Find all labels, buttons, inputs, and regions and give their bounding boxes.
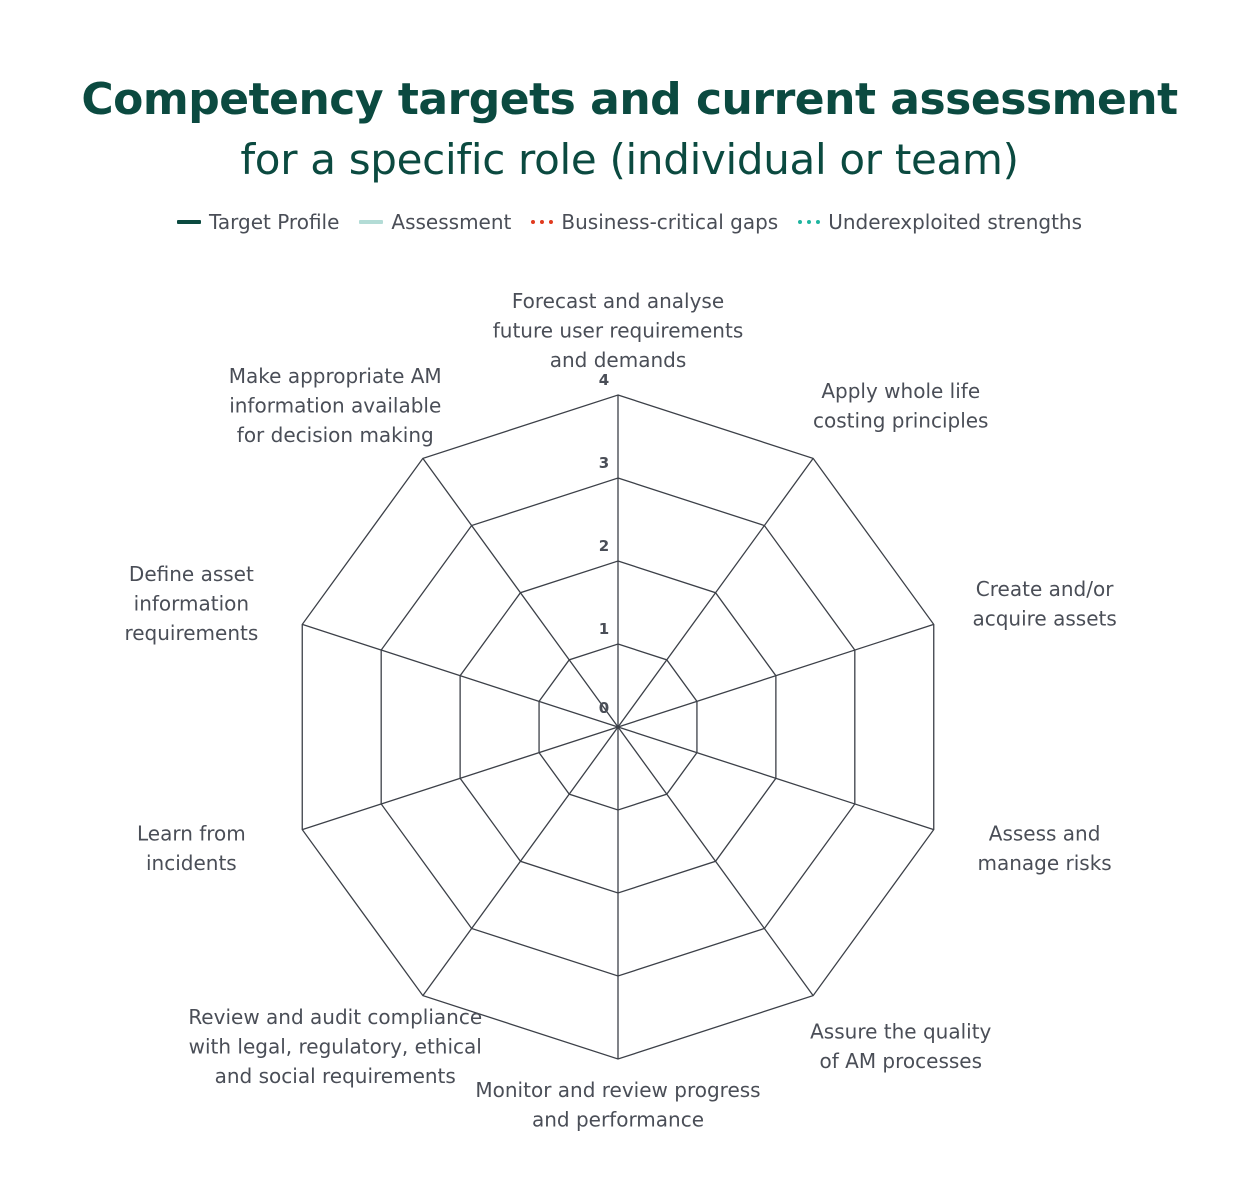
legend-label-assessment: Assessment (391, 210, 512, 234)
radar-spokes (302, 395, 934, 1059)
legend-item-assessment[interactable]: Assessment (359, 210, 511, 234)
axis-label-5-line-0: Monitor and review progress (475, 1078, 760, 1102)
axis-label-5-line-1: and performance (532, 1108, 704, 1132)
axis-label-7-line-1: incidents (146, 851, 237, 875)
axis-label-9-line-0: Make appropriate AM (229, 364, 442, 388)
axis-label-6-line-1: with legal, regulatory, ethical (189, 1034, 482, 1058)
axis-label-2-line-0: Create and/or (976, 577, 1114, 601)
axis-label-3-line-0: Assess and (989, 822, 1101, 846)
legend-label-underexploited-strengths: Underexploited strengths (828, 210, 1083, 234)
axis-label-3: Assess and manage risks (978, 822, 1112, 876)
legend-label-business-critical-gaps: Business-critical gaps (561, 210, 779, 234)
tick-label-1: 1 (599, 620, 609, 638)
axis-label-7: Learn from incidents (137, 822, 246, 876)
spoke-9 (422, 458, 619, 728)
spoke-6 (422, 726, 619, 996)
chart-legend: Target Profile Assessment Business-criti… (0, 210, 1259, 234)
axis-label-6-line-0: Review and audit compliance (188, 1005, 482, 1029)
axis-label-8-line-2: requirements (124, 621, 258, 645)
spoke-8 (302, 623, 619, 728)
axis-label-4: Assure the quality of AM processes (810, 1020, 991, 1074)
spoke-4 (617, 726, 814, 996)
chart-title: Competency targets and current assessmen… (81, 74, 1178, 125)
legend-swatch-underexploited-strengths (798, 220, 821, 224)
axis-label-9-line-2: for decision making (237, 423, 434, 447)
spoke-7 (302, 726, 619, 831)
axis-label-9: Make appropriate AM information available… (229, 364, 442, 447)
axis-label-0-line-0: Forecast and analyse (512, 289, 724, 313)
axis-label-2: Create and/or acquire assets (972, 577, 1116, 631)
legend-swatch-business-critical-gaps (531, 220, 554, 224)
tick-label-3: 3 (599, 454, 609, 472)
axis-label-2-line-1: acquire assets (972, 606, 1116, 630)
spoke-2 (617, 623, 934, 728)
radar-tick-labels: 0 1 2 3 4 (599, 371, 609, 717)
axis-label-8-line-0: Define asset (129, 562, 254, 586)
spoke-3 (617, 726, 934, 831)
axis-label-8: Define asset information requirements (124, 562, 258, 645)
axis-label-1-line-0: Apply whole life (821, 379, 980, 403)
axis-label-1-line-1: costing principles (813, 408, 988, 432)
axis-label-4-line-0: Assure the quality (810, 1020, 991, 1044)
tick-label-0: 0 (599, 699, 609, 717)
tick-label-4: 4 (599, 371, 609, 389)
radar-axis-labels: Forecast and analyse future user requirem… (124, 289, 1116, 1132)
axis-label-0-line-1: future user requirements (493, 319, 744, 343)
axis-label-1: Apply whole life costing principles (813, 379, 988, 433)
axis-label-8-line-1: information (134, 592, 249, 616)
axis-label-5: Monitor and review progress and performan… (475, 1078, 760, 1132)
legend-item-target-profile[interactable]: Target Profile (176, 210, 340, 234)
axis-label-6-line-2: and social requirements (215, 1064, 456, 1088)
legend-swatch-target-profile (176, 220, 201, 224)
legend-label-target-profile: Target Profile (208, 210, 340, 234)
spoke-1 (617, 458, 814, 728)
legend-item-business-critical-gaps[interactable]: Business-critical gaps (531, 210, 778, 234)
chart-title-block: Competency targets and current assessmen… (0, 70, 1259, 190)
legend-swatch-assessment (359, 220, 384, 224)
axis-label-9-line-1: information available (229, 394, 441, 418)
axis-label-0-line-2: and demands (550, 348, 687, 372)
axis-label-0: Forecast and analyse future user requirem… (493, 289, 744, 372)
axis-label-7-line-0: Learn from (137, 822, 246, 846)
tick-label-2: 2 (599, 537, 609, 555)
axis-label-3-line-1: manage risks (978, 851, 1112, 875)
chart-subtitle: for a specific role (individual or team) (240, 135, 1019, 184)
axis-label-6: Review and audit compliance with legal, r… (188, 1005, 482, 1088)
axis-label-4-line-1: of AM processes (820, 1049, 983, 1073)
legend-item-underexploited-strengths[interactable]: Underexploited strengths (798, 210, 1082, 234)
